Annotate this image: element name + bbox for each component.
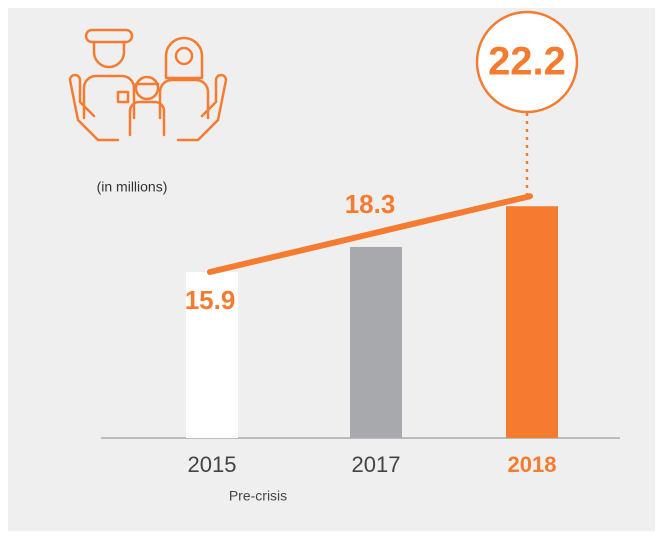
category-note: Pre-crisis	[229, 488, 287, 504]
trend-line	[207, 193, 533, 276]
x-tick-label: 2017	[352, 452, 401, 477]
x-tick-label: 2015	[188, 452, 237, 477]
value-circle	[475, 10, 579, 114]
value-label: 15.9	[185, 285, 236, 315]
bar	[186, 272, 238, 438]
bar	[506, 206, 558, 438]
people-icon	[68, 28, 228, 142]
value-label: 22.2	[488, 40, 566, 84]
subtitle: (in millions)	[97, 179, 168, 195]
bar	[350, 246, 402, 438]
x-tick-label: 2018	[508, 452, 557, 477]
value-label: 18.3	[345, 189, 396, 219]
